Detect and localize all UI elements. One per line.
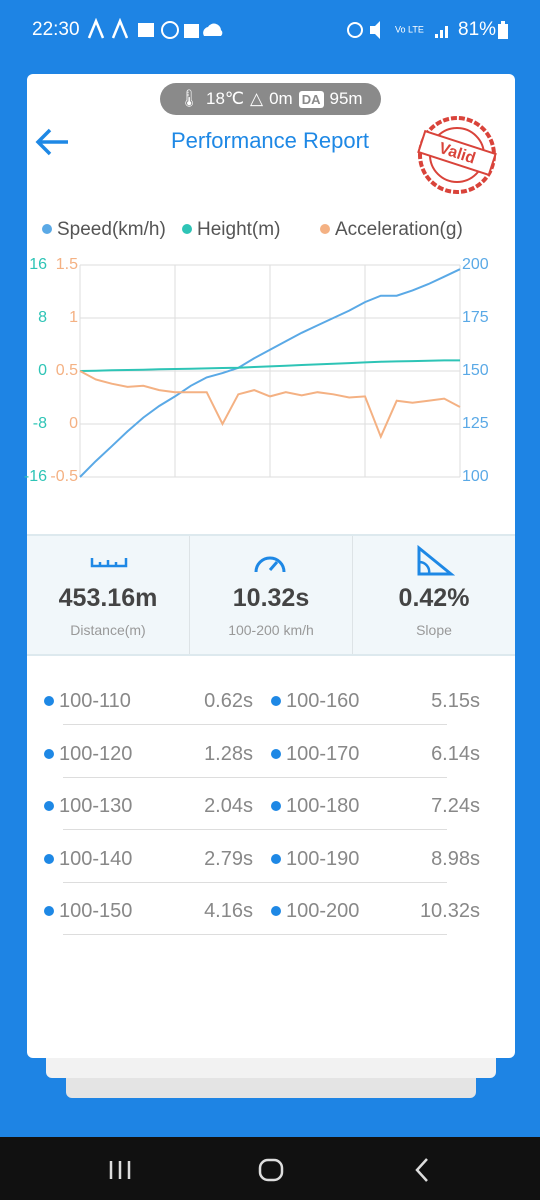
split-time: 10.32s: [419, 900, 480, 922]
legend-marker: [320, 224, 330, 234]
split-dot: [44, 696, 54, 706]
split-time: 2.79s: [204, 847, 253, 870]
split-time: 1.28s: [204, 742, 253, 765]
series-line: [79, 268, 461, 478]
split-dot: [44, 748, 54, 759]
row-divider: [63, 881, 447, 883]
nav-bar: [0, 1137, 540, 1200]
status-icons-right: Vo LTE: [347, 21, 448, 39]
legend-label: Height(m): [197, 219, 280, 240]
legend-label: Speed(km/h): [57, 219, 166, 240]
y-tick-label: 8: [38, 309, 47, 326]
conditions-pill: 🌡 18℃ △ 0m DA 95m: [160, 83, 381, 115]
split-time: 5.15s: [431, 690, 480, 712]
y-tick-label: 0: [69, 415, 78, 432]
y-tick-label: -16: [24, 468, 47, 485]
y-tick-label: -8: [33, 415, 47, 432]
split-dot: [44, 801, 54, 811]
valid-stamp: Valid: [417, 116, 497, 194]
speedometer-icon: [254, 556, 286, 573]
stat-label: 100-200 km/h: [228, 622, 314, 638]
split-range: 100-190: [286, 847, 360, 870]
row-divider: [63, 724, 447, 725]
temperature: 18℃: [206, 89, 245, 108]
split-dot: [271, 696, 281, 706]
split-range: 100-170: [286, 742, 360, 765]
split-range: 100-130: [59, 795, 133, 817]
stat: 10.32s 100-200 km/h: [190, 536, 353, 654]
y-tick-label: 100: [462, 468, 489, 485]
split-range: 100-140: [59, 847, 133, 870]
legend-label: Acceleration(g): [335, 219, 463, 240]
svg-text:Vo LTE: Vo LTE: [395, 24, 424, 34]
split-dot: [44, 906, 54, 916]
y-tick-label: 0: [38, 362, 47, 379]
y-tick-label: 200: [462, 256, 489, 273]
split-dot: [271, 853, 281, 864]
thermometer-icon: 🌡: [178, 89, 200, 108]
split-dot: [44, 853, 54, 864]
legend-marker: [182, 224, 192, 234]
y-tick-label: 16: [29, 256, 47, 273]
back-button[interactable]: [34, 126, 74, 158]
nav-buttons: [109, 1158, 428, 1182]
y-tick-label: 175: [462, 309, 489, 326]
page-title: Performance Report: [170, 128, 370, 153]
y-tick-label: 150: [462, 362, 489, 379]
stat-label: Slope: [416, 622, 452, 638]
ruler-icon: [90, 558, 128, 568]
stat: 0.42% Slope: [353, 536, 515, 654]
series-line: [79, 359, 460, 372]
stat-value: 0.42%: [398, 584, 470, 612]
status-bar: 22:30 Vo LTE 81%: [0, 0, 540, 60]
clock: 22:30: [32, 19, 80, 40]
status-icons: [87, 18, 223, 39]
y-tick-label: 1.5: [56, 256, 78, 273]
da-badge: DA: [298, 90, 324, 108]
split-range: 100-180: [286, 795, 360, 817]
split-range: 100-110: [59, 690, 131, 712]
y-tick-label: -0.5: [50, 468, 78, 485]
split-time: 4.16s: [204, 900, 253, 922]
stat-value: 453.16m: [58, 584, 158, 612]
split-time: 0.62s: [204, 690, 253, 712]
stat-value: 10.32s: [232, 584, 310, 612]
y-tick-label: 1: [69, 309, 78, 326]
series-line: [79, 370, 461, 440]
row-divider: [63, 829, 447, 830]
stats-panel: 453.16m Distance(m) 10.32s 100-200 km/h 0.…: [27, 534, 515, 656]
split-time: 2.04s: [204, 795, 253, 817]
slope-icon: [417, 544, 455, 576]
battery-icon: [498, 21, 508, 39]
battery: 81%: [458, 19, 497, 40]
altitude-icon: △: [250, 89, 264, 108]
chart: Speed(km/h) Height(m) Acceleration(g) 16 8 0 -…: [24, 219, 489, 485]
split-time: 7.24s: [431, 795, 480, 817]
altitude: 0m: [269, 89, 293, 108]
split-range: 100-150: [59, 900, 133, 922]
split-dot: [271, 906, 281, 916]
y-tick-label: 0.5: [56, 362, 78, 379]
y-tick-label: 125: [462, 415, 489, 432]
row-divider: [63, 776, 447, 778]
split-dot: [271, 801, 281, 811]
stat: 453.16m Distance(m): [27, 536, 190, 654]
split-time: 8.98s: [431, 847, 480, 870]
split-time: 6.14s: [431, 742, 480, 765]
legend-marker: [42, 224, 52, 234]
row-divider: [63, 934, 447, 935]
split-range: 100-160: [286, 690, 360, 712]
split-dot: [271, 748, 281, 759]
split-range: 100-200: [286, 900, 360, 922]
split-range: 100-120: [59, 742, 133, 765]
stat-label: Distance(m): [70, 622, 146, 638]
density-altitude: 95m: [329, 89, 363, 108]
